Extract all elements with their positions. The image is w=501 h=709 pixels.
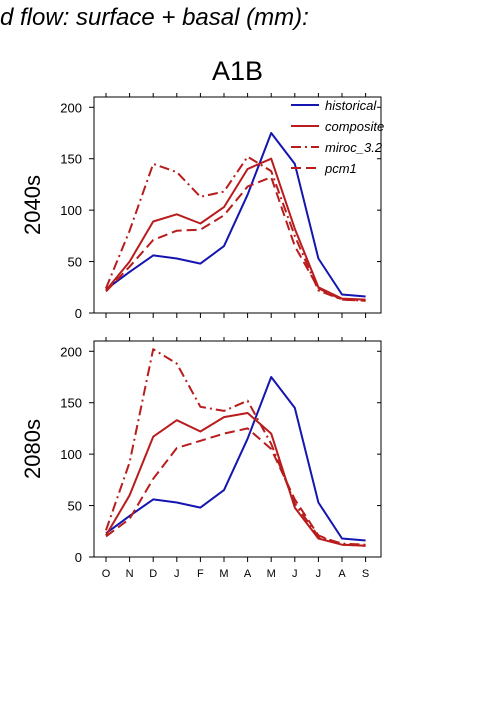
plot-frame [93, 340, 382, 558]
y-tick-label: 50 [68, 255, 82, 270]
series-line-miroc-3-2 [105, 155, 366, 302]
y-tick-label: 100 [60, 447, 82, 462]
series-line-miroc-3-2 [105, 348, 366, 546]
x-tick-label: F [197, 568, 204, 580]
x-tick-label: O [102, 568, 111, 580]
series-line-historical [105, 132, 366, 298]
y-tick-label: 50 [68, 499, 82, 514]
legend-label: pcm1 [324, 161, 357, 176]
plot-frame [93, 96, 382, 314]
x-tick-label: J [292, 568, 298, 580]
y-tick-label: 150 [60, 152, 82, 167]
legend-label: composite [325, 119, 384, 134]
scenario-title: A1B [211, 56, 264, 86]
x-tick-label: M [267, 568, 276, 580]
panel-2080s: 0 50 100 150 200 O N D J F M A M J J A S 2080s [20, 337, 382, 580]
x-tick-label: D [149, 568, 157, 580]
panel-2040s: 0 50 100 150 200 2040s historical composite miro… [20, 93, 384, 321]
x-tick-label: N [126, 568, 134, 580]
row-label: 2040s [20, 175, 45, 235]
x-tick-label: A [338, 568, 346, 580]
series-line-pcm1 [105, 176, 366, 302]
legend-label: miroc_3.2 [325, 140, 383, 155]
legend: historical composite miroc_3.2 pcm1 [291, 98, 384, 176]
y-tick-label: 0 [75, 306, 82, 321]
y-tick-label: 100 [60, 203, 82, 218]
row-label: 2080s [20, 419, 45, 479]
x-tick-label: M [219, 568, 228, 580]
x-tick-label: S [362, 568, 369, 580]
x-tick-label: J [174, 568, 180, 580]
series-line-pcm1 [105, 427, 366, 547]
series-line-historical [105, 376, 366, 542]
series-line-composite [105, 157, 366, 301]
y-tick-label: 0 [75, 550, 82, 565]
x-tick-label: J [316, 568, 322, 580]
x-tick-label: A [244, 568, 252, 580]
legend-label: historical [325, 98, 377, 113]
y-tick-label: 200 [60, 100, 82, 115]
y-tick-label: 150 [60, 396, 82, 411]
series-line-composite [105, 412, 366, 547]
y-tick-label: 200 [60, 344, 82, 359]
figure-title: d flow: surface + basal (mm): [0, 4, 309, 31]
